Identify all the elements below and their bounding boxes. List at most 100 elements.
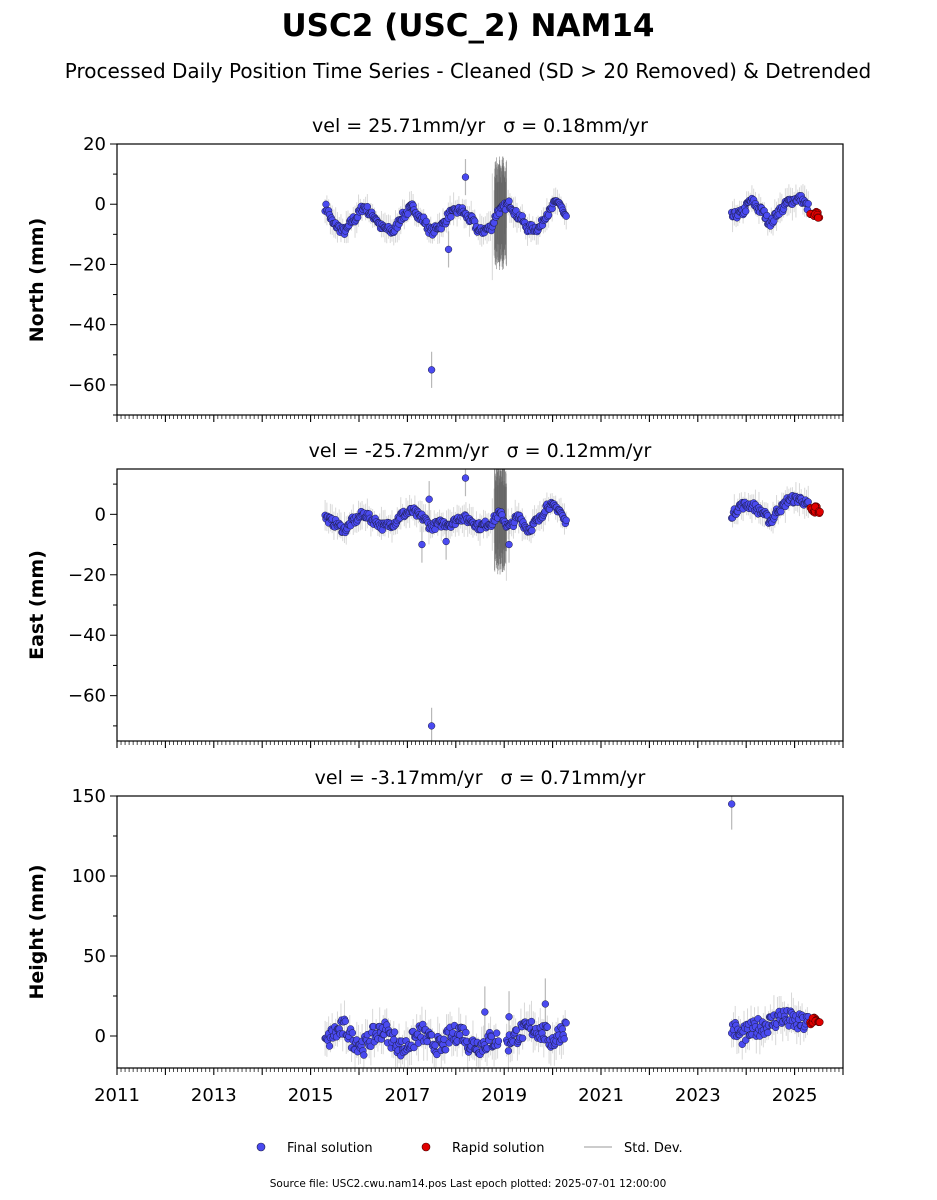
height-xtick-label: 2019 — [481, 1085, 527, 1106]
north-ytick-label: 0 — [95, 194, 106, 215]
height-ytick-label: 50 — [83, 946, 106, 967]
height-final-point — [348, 1029, 357, 1037]
north-ytick-label: −40 — [68, 315, 106, 336]
height-ytick-label: 0 — [95, 1026, 106, 1047]
east-outlier-point — [418, 540, 426, 549]
legend-rapid-label: Rapid solution — [452, 1141, 544, 1156]
height-final-point — [527, 1017, 536, 1026]
legend: Final solution Rapid solution Std. Dev. — [256, 1141, 683, 1156]
height-xtick-label: 2011 — [94, 1085, 140, 1106]
north-rapid-point — [814, 214, 822, 222]
figure-subtitle: Processed Daily Position Time Series - C… — [65, 59, 871, 83]
north-final-point — [505, 197, 513, 205]
east-ytick-label: −20 — [68, 565, 106, 586]
height-ytick-label: 150 — [72, 786, 106, 807]
north-outlier-point — [461, 173, 470, 181]
height-outlier-point — [505, 1013, 513, 1021]
height-final-point — [560, 1035, 568, 1043]
north-panel-title: vel = 25.71mm/yr σ = 0.18mm/yr — [312, 115, 648, 137]
height-final-point — [493, 1029, 501, 1037]
height-xtick-label: 2023 — [675, 1085, 721, 1106]
height-final-point — [543, 1023, 551, 1031]
north-ylabel: North (mm) — [26, 218, 48, 343]
height-final-point — [423, 1037, 431, 1046]
height-panel-title: vel = -3.17mm/yr σ = 0.71mm/yr — [315, 767, 646, 789]
north-rapid-points — [806, 207, 824, 222]
legend-rapid-marker — [421, 1142, 431, 1152]
east-final-points — [321, 474, 812, 730]
height-xaxis: 2011 2013 2015 2017 2019 2021 2023 2025 — [94, 1068, 844, 1106]
height-final-point — [562, 1019, 570, 1027]
height-final-point — [390, 1028, 399, 1036]
north-ytick-label: −60 — [68, 375, 106, 396]
east-outlier-point — [505, 540, 513, 549]
north-sigma: σ = 0.18mm/yr — [503, 115, 648, 137]
height-panel: vel = -3.17mm/yr σ = 0.71mm/yr Height (mm… — [26, 767, 844, 1106]
north-final-point — [322, 200, 330, 208]
height-final-point — [764, 1028, 772, 1037]
height-final-point — [431, 1041, 439, 1049]
height-ylabel: Height (mm) — [26, 864, 48, 999]
legend-stddev-label: Std. Dev. — [624, 1141, 683, 1156]
east-xaxis — [116, 741, 844, 748]
north-final-point — [404, 210, 412, 218]
east-ytick-label: −60 — [68, 686, 106, 707]
north-ytick-label: −20 — [68, 254, 106, 275]
height-final-point — [325, 1042, 334, 1050]
north-final-point — [447, 213, 455, 221]
figure-title: USC2 (USC_2) NAM14 — [282, 8, 655, 44]
height-outlier-point — [541, 1000, 549, 1008]
north-final-point — [363, 203, 372, 211]
north-plot-area — [321, 156, 824, 388]
east-velocity: vel = -25.72mm/yr — [309, 440, 489, 462]
height-xtick-label: 2021 — [578, 1085, 624, 1106]
north-outlier-point — [444, 245, 453, 254]
north-ytick-label: 20 — [83, 134, 106, 155]
height-final-point — [494, 1037, 503, 1045]
height-final-point — [512, 1026, 521, 1034]
height-sigma: σ = 0.71mm/yr — [501, 767, 646, 789]
height-rapid-points — [806, 1013, 824, 1029]
north-panel: vel = 25.71mm/yr σ = 0.18mm/yr North (mm)… — [26, 115, 844, 422]
height-velocity: vel = -3.17mm/yr — [315, 767, 483, 789]
height-final-point — [360, 1051, 368, 1059]
height-yaxis: 150 100 50 0 — [72, 786, 117, 1047]
height-final-point — [442, 1046, 450, 1054]
height-plot-area — [321, 796, 824, 1068]
north-velocity: vel = 25.71mm/yr — [312, 115, 485, 137]
east-ytick-label: −40 — [68, 625, 106, 646]
north-final-point — [544, 211, 553, 219]
east-outlier-point — [461, 474, 470, 482]
north-xaxis — [116, 415, 844, 422]
east-outlier-point — [442, 537, 450, 546]
east-final-point — [777, 507, 785, 516]
east-final-point — [528, 526, 536, 535]
north-final-points — [321, 173, 812, 374]
height-xtick-label: 2025 — [772, 1085, 818, 1106]
east-yaxis: 0 −20 −40 −60 — [68, 483, 117, 727]
height-final-points — [321, 800, 812, 1060]
height-outlier-point — [728, 800, 736, 808]
height-final-point — [427, 1031, 436, 1039]
height-xtick-label: 2015 — [288, 1085, 334, 1106]
east-panel: vel = -25.72mm/yr σ = 0.12mm/yr East (mm)… — [26, 440, 844, 748]
east-rapid-points — [806, 502, 824, 517]
north-final-point — [804, 200, 812, 208]
height-final-point — [462, 1028, 470, 1037]
east-panel-title: vel = -25.72mm/yr σ = 0.12mm/yr — [309, 440, 652, 462]
height-outlier-point — [481, 1008, 489, 1016]
footer-source: Source file: USC2.cwu.nam14.pos Last epo… — [270, 1178, 667, 1190]
east-rapid-point — [816, 507, 824, 516]
east-ytick-label: 0 — [95, 504, 106, 525]
east-final-point — [562, 516, 570, 524]
height-ytick-label: 100 — [72, 866, 106, 887]
height-xtick-label: 2013 — [191, 1085, 237, 1106]
height-final-point — [341, 1017, 350, 1025]
height-final-point — [519, 1034, 527, 1042]
north-outlier-point — [427, 366, 436, 374]
east-outlier-point — [427, 722, 436, 730]
height-final-point — [558, 1025, 566, 1033]
east-plot-area — [321, 469, 824, 741]
legend-final-marker — [256, 1142, 266, 1152]
